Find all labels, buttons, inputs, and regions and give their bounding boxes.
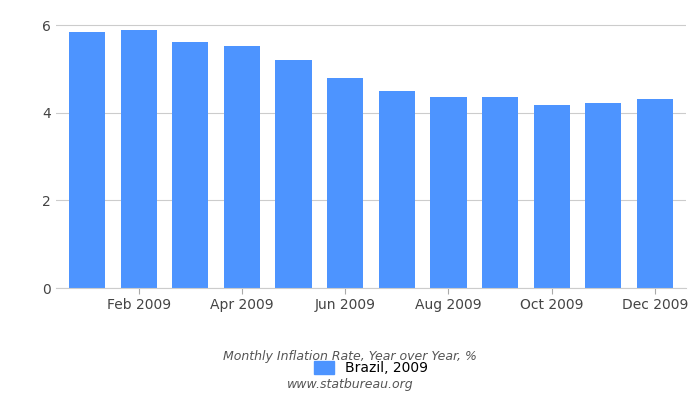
Text: Monthly Inflation Rate, Year over Year, %: Monthly Inflation Rate, Year over Year, … (223, 350, 477, 363)
Bar (533, 105, 570, 288)
Bar (482, 96, 518, 288)
Bar (637, 99, 673, 288)
Bar (430, 97, 466, 288)
Legend: Brazil, 2009: Brazil, 2009 (308, 356, 434, 381)
Bar (585, 103, 622, 288)
Bar (224, 46, 260, 288)
Bar (172, 42, 209, 288)
Bar (69, 32, 105, 288)
Text: www.statbureau.org: www.statbureau.org (287, 378, 413, 391)
Bar (327, 78, 363, 288)
Bar (379, 91, 415, 288)
Bar (120, 30, 157, 288)
Bar (276, 60, 312, 288)
